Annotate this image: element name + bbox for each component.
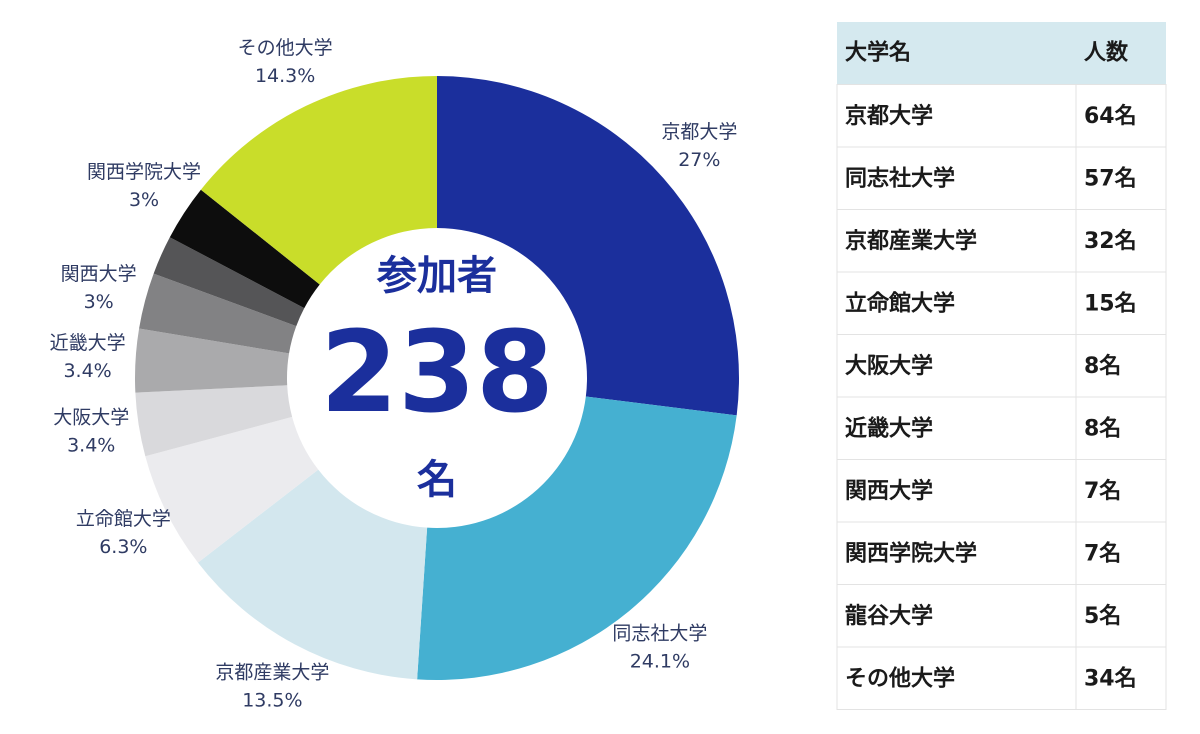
center-value: 238 <box>320 308 554 438</box>
center-unit: 名 <box>417 457 457 503</box>
table-cell: その他大学 <box>845 665 955 691</box>
table-cell: 関西大学 <box>845 478 933 504</box>
table-cell: 8名 <box>1084 353 1121 379</box>
table-cell: 34名 <box>1084 665 1137 691</box>
slice-value: 13.5% <box>242 689 302 711</box>
donut-slice <box>139 273 297 354</box>
donut-slice <box>135 385 293 457</box>
table-cell: 32名 <box>1084 228 1137 254</box>
table-row <box>836 209 1167 273</box>
donut-slice <box>197 469 428 680</box>
slice-name: 近畿大学 <box>50 332 126 354</box>
table-row <box>836 459 1167 523</box>
slice-name: 同志社大学 <box>612 622 707 644</box>
table-cell: 7名 <box>1084 478 1121 504</box>
slice-name: 関西学院大学 <box>87 161 201 183</box>
table-header-cell: 人数 <box>1083 39 1129 65</box>
slice-name: 京都大学 <box>661 121 737 143</box>
donut-slice <box>153 237 305 327</box>
table-cell: 57名 <box>1084 165 1137 191</box>
slice-value: 6.3% <box>99 536 147 558</box>
table-cell: 大阪大学 <box>845 353 933 379</box>
table-cell: 15名 <box>1084 290 1137 316</box>
table-header-bg <box>837 22 1166 85</box>
slice-value: 3.4% <box>63 360 111 382</box>
slice-name: 京都産業大学 <box>215 661 329 683</box>
donut-slice <box>145 416 319 563</box>
table-cell: 近畿大学 <box>845 415 933 441</box>
table-cell: 5名 <box>1084 603 1121 629</box>
slice-value: 3.4% <box>67 435 115 457</box>
table-cell: 京都大学 <box>845 103 933 129</box>
table-cell: 龍谷大学 <box>845 603 933 629</box>
slice-name: 立命館大学 <box>76 508 171 530</box>
table-cell: 同志社大学 <box>845 165 955 191</box>
table-cell: 立命館大学 <box>845 290 955 316</box>
donut-slice <box>437 76 739 416</box>
donut-slice <box>417 396 737 680</box>
table-row <box>836 646 1167 710</box>
slice-value: 3% <box>129 189 159 211</box>
table-cell: 7名 <box>1084 540 1121 566</box>
slice-name: 大阪大学 <box>53 407 129 429</box>
table-row <box>836 396 1167 460</box>
slice-value: 3% <box>84 291 114 313</box>
donut-slice <box>200 76 437 285</box>
table-row <box>836 334 1167 398</box>
table-row <box>836 146 1167 210</box>
center-title: 参加者 <box>376 253 497 299</box>
slice-value: 14.3% <box>255 65 315 87</box>
table-cell: 関西学院大学 <box>845 540 977 566</box>
table-cell: 京都産業大学 <box>845 228 977 254</box>
slice-value: 27% <box>678 149 720 171</box>
table-row <box>836 521 1167 585</box>
donut-slice <box>134 328 290 393</box>
slice-value: 24.1% <box>630 650 690 672</box>
table-cell: 64名 <box>1084 103 1137 129</box>
table-row <box>836 271 1167 335</box>
slice-name: 関西大学 <box>61 263 137 285</box>
slice-name: その他大学 <box>238 37 333 59</box>
table-row <box>836 84 1167 148</box>
table-row <box>836 584 1167 648</box>
table-cell: 8名 <box>1084 415 1121 441</box>
donut-chart: 京都大学 27% 同志社大学 24.1% 京都産業大学 13.5% 立命館大学 6.3% 大阪大… <box>50 37 739 711</box>
table-header-cell: 大学名 <box>845 39 911 65</box>
donut-slice <box>169 189 320 309</box>
